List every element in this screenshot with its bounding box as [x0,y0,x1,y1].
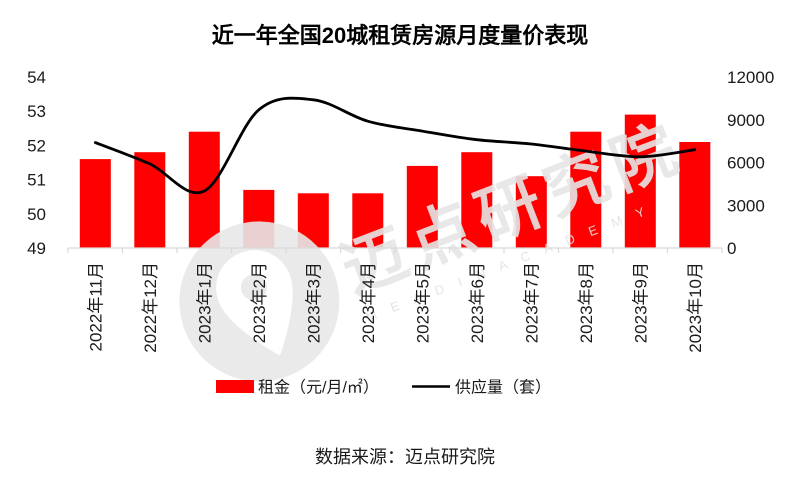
left-axis-tick-label: 51 [27,171,46,190]
x-axis-line [67,247,723,253]
x-axis-category-label: 2023年9月 [631,262,650,343]
right-axis-tick-label: 12000 [727,68,774,87]
x-axis-category-label: 2023年7月 [522,262,541,343]
rent-bar [352,193,384,248]
x-axis-category-label: 2023年10月 [686,262,705,353]
left-axis-tick-label: 49 [27,239,46,258]
x-axis-category-label: 2023年8月 [577,262,596,343]
right-axis-tick-label: 9000 [727,111,765,130]
right-axis-tick-label: 3000 [727,196,765,215]
left-axis-labels: 49 50 51 52 53 54 [27,68,46,258]
x-axis-category-label: 2023年1月 [195,262,214,343]
x-axis-category-label: 2023年2月 [250,262,269,343]
left-axis-tick-label: 54 [27,68,46,87]
x-axis-category-label: 2023年4月 [359,262,378,343]
rent-bar [134,152,166,248]
rent-bar [515,176,547,248]
legend-supply-label: 供应量（套） [455,378,551,397]
rent-bar [461,152,493,248]
rent-bar [679,142,711,248]
x-axis-category-label: 2023年3月 [304,262,323,343]
left-axis-tick-label: 52 [27,136,46,155]
left-axis-tick-label: 50 [27,205,46,224]
source-note: 数据来源：迈点研究院 [315,447,495,467]
legend: 租金（元/月/㎡） 供应量（套） [216,378,551,397]
watermark-pin-icon [216,250,293,356]
watermark-pin-dot [240,274,267,301]
right-axis-tick-label: 6000 [727,154,765,173]
rent-bar [79,159,111,248]
right-axis-labels: 0 3000 6000 9000 12000 [727,68,774,258]
x-axis-category-label: 2023年5月 [413,262,432,343]
x-axis-labels: 2022年11月 2022年12月 2023年1月 2023年2月 2023年3月 202… [86,262,705,353]
right-axis-tick-label: 0 [727,239,736,258]
legend-rent-swatch [216,380,254,393]
rent-bar [406,165,438,248]
rent-bars-series [79,114,711,248]
left-axis-tick-label: 53 [27,102,46,121]
x-axis [67,247,723,253]
x-axis-category-label: 2023年6月 [468,262,487,343]
rent-bar [624,114,656,248]
x-axis-category-label: 2022年12月 [141,262,160,353]
supply-line [93,96,697,195]
legend-rent-label: 租金（元/月/㎡） [258,379,379,397]
chart-title: 近一年全国20城租赁房源月度量价表现 [212,23,588,48]
x-axis-category-label: 2022年11月 [86,262,105,351]
supply-line-series [93,96,697,195]
